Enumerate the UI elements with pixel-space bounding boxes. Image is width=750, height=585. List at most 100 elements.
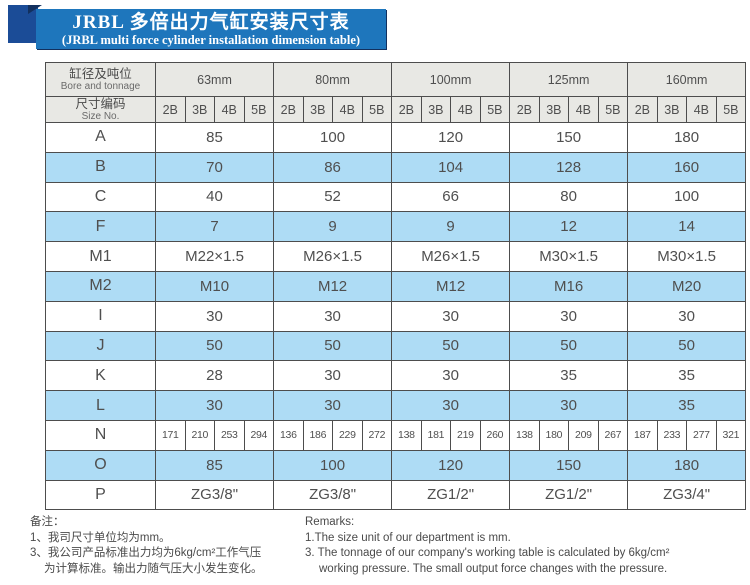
dim-value-cell: M16 [509,270,629,302]
dim-value-cell: 219 [450,419,481,451]
corner-sizeno-zh: 尺寸编码 [75,97,126,112]
notes-zh-line: 1、我司尺寸单位均为mm。 [30,531,171,544]
dim-value-cell: 187 [627,419,658,451]
dim-value-cell: M20 [627,270,747,302]
table-header-bores: 缸径及吨位 Bore and tonnage 63mm 80mm 100mm 125m… [45,62,747,97]
table-row-P: P ZG3/8" ZG3/8" ZG1/2" ZG1/2" ZG3/4" [45,479,747,511]
size-no-header: 5B [479,96,511,123]
row-label: B [45,151,156,183]
dim-value-cell: 100 [273,449,393,481]
dim-value-cell: 272 [361,419,393,451]
dim-value-cell: 35 [627,360,747,392]
notes-zh-line: 为计算标准。输出力随气压大小发生变化。 [44,562,263,575]
dim-value-cell: 30 [154,390,275,421]
dim-value-cell: 30 [273,390,393,421]
dim-value-cell: 30 [627,300,747,332]
dim-value-cell: 277 [686,419,717,451]
corner-cell-bore: 缸径及吨位 Bore and tonnage [45,62,156,97]
notes-chinese: 备注： 1、我司尺寸单位均为mm。 3、我公司产品标准出力均为6kg/cm²工作… [30,515,300,577]
dim-value-cell: M30×1.5 [627,241,747,272]
dim-value-cell: 35 [627,390,747,421]
row-label: A [45,122,156,153]
size-no-header: 5B [243,96,275,123]
dim-value-cell: 30 [509,390,629,421]
row-label: I [45,300,156,332]
dim-value-cell: 30 [391,360,511,392]
table-row-J: J 50 50 50 50 50 [45,330,747,362]
dim-value-cell: 253 [214,419,245,451]
dim-value-cell: 321 [715,419,747,451]
dim-value-cell: 85 [154,122,275,153]
size-no-header: 4B [214,96,245,123]
size-no-header: 4B [568,96,599,123]
dim-value-cell: 40 [154,181,275,213]
dim-value-cell: 50 [273,330,393,362]
table-row-A: A 85 100 120 150 180 [45,122,747,153]
dim-value-cell: 100 [627,181,747,213]
dim-value-cell: 180 [627,122,747,153]
dim-value-cell: 229 [332,419,363,451]
notes-en-heading: Remarks: [305,516,355,528]
dim-value-cell: 35 [509,360,629,392]
size-no-header: 4B [450,96,481,123]
dim-value-cell: 267 [597,419,629,451]
dim-value-cell: 120 [391,449,511,481]
dim-value-cell: M10 [154,270,275,302]
table-row-F: F 7 9 9 12 14 [45,211,747,243]
size-no-header: 3B [538,96,570,123]
size-no-header: 5B [361,96,393,123]
dimension-table: 缸径及吨位 Bore and tonnage 63mm 80mm 100mm 125m… [45,62,747,511]
dim-value-cell: 30 [391,390,511,421]
dim-value-cell: 181 [420,419,452,451]
dim-value-cell: 294 [243,419,275,451]
corner-sizeno-en: Size No. [81,111,120,122]
table-row-I: I 30 30 30 30 30 [45,300,747,332]
dim-value-cell: 210 [184,419,215,451]
dim-value-cell: 30 [154,300,275,332]
bore-header-80mm: 80mm [273,62,393,97]
dim-value-cell: 80 [509,181,629,213]
bore-header-63mm: 63mm [154,62,275,97]
dim-value-cell: 50 [509,330,629,362]
dim-value-cell: 100 [273,122,393,153]
size-no-header: 5B [715,96,747,123]
dim-value-cell: 30 [273,360,393,392]
bore-header-160mm: 160mm [627,62,747,97]
bore-header-125mm: 125mm [509,62,629,97]
table-row-B: B 70 86 104 128 160 [45,151,747,183]
table-row-M2: M2 M10 M12 M12 M16 M20 [45,270,747,302]
dim-value-cell: 186 [302,419,334,451]
dim-value-cell: 85 [154,449,275,481]
row-label: M2 [45,270,156,302]
dim-value-cell: M12 [273,270,393,302]
dim-value-cell: ZG3/4" [627,479,747,511]
size-no-header: 3B [420,96,452,123]
dim-value-cell: 128 [509,151,629,183]
size-no-header: 5B [597,96,629,123]
dim-value-cell: M12 [391,270,511,302]
dim-value-cell: 30 [391,300,511,332]
row-label: C [45,181,156,213]
dim-value-cell: 52 [273,181,393,213]
notes-en-line: working pressure. The small output force… [319,562,668,575]
dim-value-cell: 136 [273,419,304,451]
row-label: M1 [45,241,156,272]
dim-value-cell: 50 [627,330,747,362]
dim-value-cell: 9 [391,211,511,243]
size-no-header: 2B [627,96,658,123]
notes-zh-line: 3、我公司产品标准出力均为6kg/cm²工作气压 [30,547,262,559]
dim-value-cell: M30×1.5 [509,241,629,272]
row-label: O [45,449,156,481]
page-title-en: (JRBL multi force cylinder installation … [61,33,361,47]
dim-value-cell: 260 [479,419,511,451]
size-no-header: 3B [656,96,688,123]
dim-value-cell: 9 [273,211,393,243]
dim-value-cell: 7 [154,211,275,243]
dim-value-cell: 209 [568,419,599,451]
size-no-header: 2B [509,96,540,123]
size-no-header: 2B [391,96,422,123]
dim-value-cell: ZG1/2" [391,479,511,511]
bore-header-100mm: 100mm [391,62,511,97]
dim-value-cell: 50 [154,330,275,362]
corner-cell-sizeno: 尺寸编码 Size No. [45,96,156,123]
